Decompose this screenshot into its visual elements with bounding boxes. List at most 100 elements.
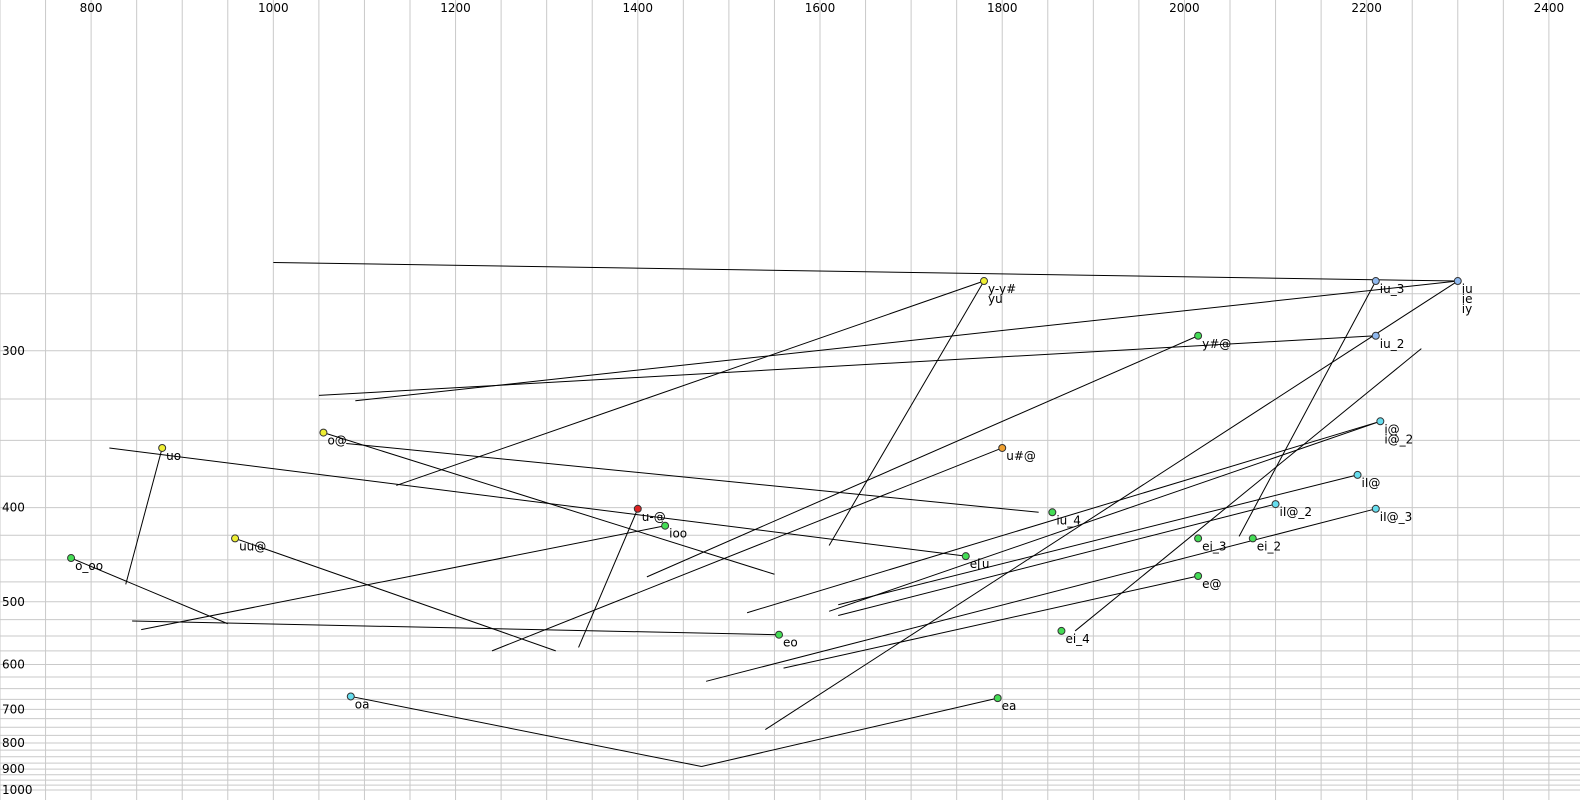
trajectory-line [701,697,998,767]
point-label: u-@ [642,510,666,524]
point-label: ea [1002,699,1017,713]
y-tick-label: 400 [2,501,25,515]
data-point[interactable] [980,277,988,286]
point-label: iu_3 [1380,282,1405,296]
data-point[interactable] [231,534,240,543]
data-point[interactable] [346,692,355,701]
point-label: ei_2 [1257,539,1281,553]
trajectory-line [350,695,702,767]
y-tick-label: 500 [2,595,25,609]
trajectory-line [346,442,1039,513]
x-tick-label: 1800 [987,1,1018,15]
y-tick-label: 700 [2,702,25,716]
point-label: uu@ [239,539,266,553]
y-tick-label: 1000 [2,783,33,797]
point-label: ie [1462,292,1473,306]
point-label: ei_4 [1065,632,1089,646]
point-label: i@_2 [1384,432,1413,446]
y-tick-label: 800 [2,736,25,750]
point-label: o_oo [75,559,103,573]
data-point[interactable] [1048,508,1057,517]
trajectory-line [355,280,1458,402]
x-tick-label: 2200 [1351,1,1382,15]
x-axis-tick-labels: 2400 2200 2000 1800 1600 1400 1200 1000 800 [80,1,1565,15]
y-axis-tick-labels: 300 400 500 600 700 800 900 1000 [2,344,33,797]
trajectory-line [70,557,228,625]
trajectory-line [125,447,163,585]
point-label: iu_2 [1380,337,1405,351]
trajectory-line [396,280,985,486]
trajectory-line [132,620,780,636]
data-point[interactable] [1371,504,1380,513]
point-label: o@ [327,434,346,448]
y-tick-label: 600 [2,658,25,672]
x-tick-label: 1400 [623,1,654,15]
x-tick-label: 2000 [1169,1,1200,15]
data-point[interactable] [67,554,76,563]
trajectory-line [646,335,1199,578]
trajectory-line [705,508,1376,682]
trajectory-lines [70,261,1459,767]
point-label: yu [988,292,1003,306]
point-label: u#@ [1006,449,1036,463]
data-point[interactable] [1371,331,1380,340]
point-label: eo [783,636,798,650]
point-label: uo [166,449,181,463]
data-point[interactable] [998,443,1007,452]
trajectory-line [273,261,1458,282]
trajectory-line [838,474,1358,606]
data-point[interactable] [158,443,167,452]
trajectory-line [746,420,1381,614]
point-label: i@ [1384,422,1399,436]
trajectory-line [783,575,1199,669]
point-label: oa [355,697,370,711]
data-point[interactable] [1194,572,1203,581]
data-point[interactable] [1353,470,1362,479]
point-label: iy [1462,302,1472,316]
data-point[interactable] [319,428,328,437]
data-point[interactable] [1194,331,1203,340]
data-point[interactable] [1057,626,1066,635]
point-label: ioo [669,527,687,541]
data-point[interactable] [961,552,970,561]
data-point[interactable] [1453,277,1462,286]
data-point[interactable] [993,694,1002,703]
point-label: iu [1462,282,1473,296]
point-label: iI@_2 [1280,505,1313,519]
trajectory-line [234,537,556,652]
trajectory-line [1238,280,1377,537]
trajectory-line [1074,348,1422,632]
data-point[interactable] [1271,500,1280,509]
data-point[interactable] [1194,534,1203,543]
trajectory-line [109,447,966,557]
y-tick-label: 900 [2,762,25,776]
trajectory-line [765,280,1459,730]
x-tick-label: 1000 [258,1,289,15]
trajectory-line [141,525,666,631]
point-label: iu_4 [1056,513,1081,527]
point-label: y#@ [1202,337,1231,351]
point-label: iI@_3 [1380,510,1413,524]
y-tick-label: 300 [2,344,25,358]
data-point[interactable] [1248,534,1257,543]
data-point[interactable] [661,521,670,530]
data-point[interactable] [633,504,642,513]
data-point[interactable] [775,630,783,639]
x-tick-label: 1600 [805,1,836,15]
point-label: ei_3 [1202,539,1226,553]
data-point[interactable] [1371,277,1380,286]
trajectory-line [828,420,1381,612]
x-tick-label: 2400 [1534,1,1565,15]
x-tick-label: 1200 [440,1,471,15]
point-label: iI@ [1362,476,1381,490]
trajectory-line [828,280,985,546]
point-label: e@ [1202,577,1221,591]
data-point[interactable] [1376,417,1385,426]
point-label: e[u [970,557,990,571]
trajectory-line [318,335,1376,396]
point-label: y-y# [988,282,1016,296]
x-tick-label: 800 [80,1,103,15]
